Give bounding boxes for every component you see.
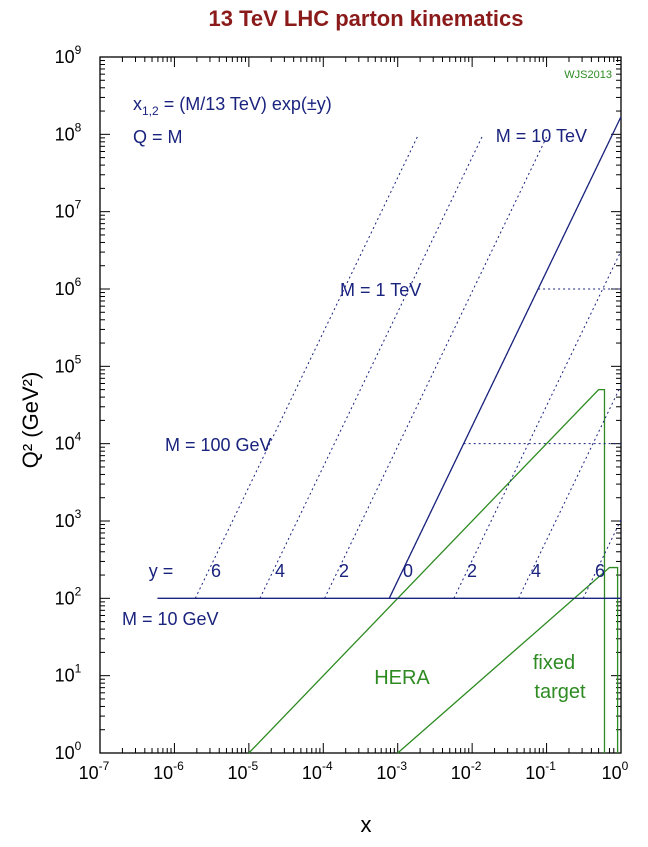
rapidity-line bbox=[194, 134, 420, 599]
rapidity-line bbox=[518, 385, 622, 599]
y-tick-label: 108 bbox=[55, 120, 82, 144]
y-tick-label: 103 bbox=[55, 507, 82, 531]
hera-label: HERA bbox=[374, 667, 430, 689]
axes-group: 10-7 10-6 10-5 10-4 10-3 10-2 10-1 100 100 101 102… bbox=[55, 43, 629, 783]
mass-label: M = 1 TeV bbox=[340, 280, 421, 300]
rapidity-line bbox=[453, 250, 622, 599]
fixed-label: fixed bbox=[533, 652, 575, 674]
mass-label: M = 100 GeV bbox=[165, 435, 272, 455]
fixed-target-region-boundary bbox=[397, 566, 619, 754]
x-tick-label: 10-7 bbox=[79, 759, 110, 783]
y-tick-label: 100 bbox=[55, 739, 82, 763]
plot-frame bbox=[99, 56, 622, 754]
x-tick-label: 10-2 bbox=[451, 759, 482, 783]
formula-label: x1,2 = (M/13 TeV) exp(±y) bbox=[133, 94, 332, 118]
target-label: target bbox=[534, 681, 586, 703]
rapidity-line bbox=[582, 519, 622, 599]
credit-label: WJS2013 bbox=[564, 69, 612, 81]
x-tick-label: 10-4 bbox=[302, 759, 333, 783]
rapidity-line bbox=[388, 134, 613, 599]
x-tick-label: 10-3 bbox=[376, 759, 407, 783]
rapidity-line bbox=[259, 134, 484, 599]
x-tick-label: 100 bbox=[602, 759, 629, 783]
y-tick-label: 106 bbox=[55, 275, 82, 299]
rapidity-label: 6 bbox=[595, 561, 605, 581]
rapidity-label: 4 bbox=[531, 561, 541, 581]
rapidity-label: 4 bbox=[275, 561, 285, 581]
y-tick-label: 102 bbox=[55, 584, 82, 608]
y-tick-label: 109 bbox=[55, 43, 82, 67]
mass-label: M = 10 GeV bbox=[122, 609, 219, 629]
rapidity-label: 2 bbox=[339, 561, 349, 581]
mass-label: M = 10 TeV bbox=[496, 126, 587, 146]
y-tick-label: 107 bbox=[55, 198, 82, 222]
x-tick-label: 10-5 bbox=[228, 759, 259, 783]
rapidity-label: y = bbox=[149, 561, 174, 581]
rapidity-label: 0 bbox=[403, 561, 413, 581]
rapidity-label: 2 bbox=[467, 561, 477, 581]
y-tick-label: 101 bbox=[55, 662, 82, 686]
rapidity-line bbox=[324, 134, 549, 599]
chart-title: 13 TeV LHC parton kinematics bbox=[208, 6, 523, 31]
lines-group bbox=[157, 116, 622, 599]
y-tick-label: 104 bbox=[55, 430, 82, 454]
x-tick-label: 10-6 bbox=[153, 759, 184, 783]
q-eq-m-label: Q = M bbox=[133, 127, 183, 147]
y-tick-label: 105 bbox=[55, 352, 82, 376]
regions-group bbox=[248, 388, 619, 754]
x-tick-label: 10-1 bbox=[525, 759, 556, 783]
labels-group: x1,2 = (M/13 TeV) exp(±y) Q = M WJS2013 M =… bbox=[122, 69, 612, 703]
y-axis-label: Q² (GeV²) bbox=[18, 372, 43, 469]
x-axis-label: x bbox=[361, 812, 372, 837]
rapidity-label: 6 bbox=[211, 561, 221, 581]
